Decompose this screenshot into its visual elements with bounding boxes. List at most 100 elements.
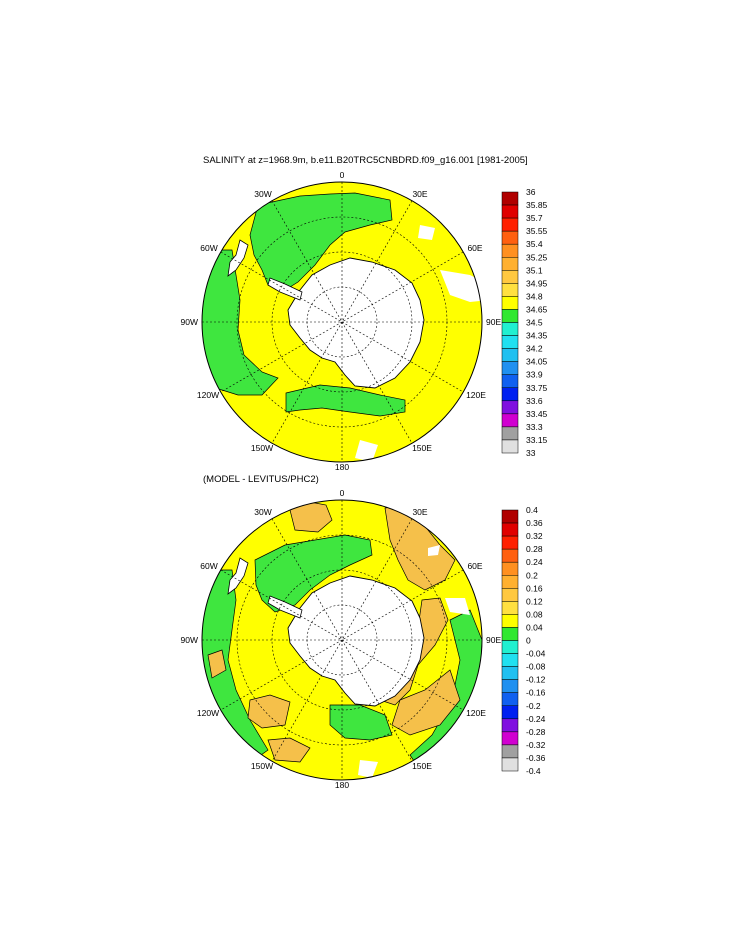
colorbar-label: 0.08 [526, 609, 543, 619]
lon-label-150e: 150E [412, 443, 432, 453]
colorbar-box [501, 744, 519, 759]
lon-label-90w: 90W [181, 635, 198, 645]
colorbar-label: 0 [526, 636, 531, 646]
colorbar-box [501, 309, 519, 323]
colorbar-label: 35.25 [526, 252, 548, 262]
colorbar-label: -0.08 [526, 662, 546, 672]
lon-label-30w: 30W [254, 507, 271, 517]
lon-label-150e: 150E [412, 761, 432, 771]
colorbar-box [501, 705, 519, 720]
colorbar-box [501, 283, 519, 297]
graticule [202, 182, 482, 462]
colorbar-label: 34.5 [526, 318, 543, 328]
graticule [202, 500, 482, 780]
lon-label-120w: 120W [197, 708, 219, 718]
colorbar-label: 33.6 [526, 396, 543, 406]
lon-label-60e: 60E [467, 243, 482, 253]
colorbar-label: 0.2 [526, 570, 538, 580]
colorbar-label: 0.16 [526, 583, 543, 593]
colorbar-box [501, 217, 519, 232]
lon-label-0: 0 [340, 170, 345, 180]
colorbar-box [501, 374, 519, 389]
colorbar-label: 0.32 [526, 531, 543, 541]
colorbar-label: 34.05 [526, 357, 548, 367]
lon-label-60w: 60W [200, 561, 217, 571]
colorbar-label: 36 [526, 187, 536, 197]
colorbar-label: -0.4 [526, 766, 541, 776]
colorbar-box [501, 204, 519, 219]
antarctica-land [287, 257, 425, 389]
colorbar-label: 33.75 [526, 383, 548, 393]
colorbar-box [501, 230, 519, 245]
colorbar-label: 0.04 [526, 622, 543, 632]
lon-label-180: 180 [335, 780, 349, 790]
colorbar-box [501, 535, 519, 550]
colorbar-label: 33.15 [526, 435, 548, 445]
colorbar-label: 35.55 [526, 226, 548, 236]
colorbar-box [501, 757, 519, 772]
lon-label-60w: 60W [200, 243, 217, 253]
colorbar-box [501, 509, 519, 524]
lon-label-150w: 150W [251, 761, 273, 771]
colorbar-label: -0.2 [526, 701, 541, 711]
colorbar-label: 0.28 [526, 544, 543, 554]
colorbar-label: -0.12 [526, 675, 546, 685]
colorbar-label: 34.65 [526, 304, 548, 314]
colorbar-label: 0.12 [526, 596, 543, 606]
colorbar-box [501, 588, 519, 602]
colorbar-box [501, 361, 519, 375]
colorbar-label: 0.4 [526, 505, 538, 515]
colorbar-box [501, 561, 519, 576]
colorbar-box [501, 718, 519, 733]
colorbar-box [501, 426, 519, 441]
colorbar-box [501, 679, 519, 693]
colorbar-box [501, 601, 519, 615]
colorbar-box [501, 191, 519, 206]
colorbar-box [501, 575, 519, 589]
colorbar-box [501, 387, 519, 402]
panel-title-salinity: SALINITY at z=1968.9m, b.e11.B20TRC5CNBD… [203, 155, 528, 166]
colorbar-box [501, 413, 519, 428]
salinity-polar-map [201, 181, 483, 463]
colorbar-label: -0.24 [526, 714, 546, 724]
south-america-land [227, 557, 249, 595]
colorbar-box [501, 548, 519, 563]
colorbar-label: 0.36 [526, 518, 543, 528]
lon-label-30e: 30E [412, 507, 427, 517]
colorbar-label: -0.16 [526, 688, 546, 698]
colorbar-box [501, 439, 519, 454]
lon-label-30e: 30E [412, 189, 427, 199]
lon-label-150w: 150W [251, 443, 273, 453]
lon-label-120w: 120W [197, 390, 219, 400]
lon-label-90w: 90W [181, 317, 198, 327]
antarctica-land [287, 575, 425, 707]
colorbar-box [501, 653, 519, 667]
colorbar-label: 35.7 [526, 213, 543, 223]
colorbar-label: 33.9 [526, 370, 543, 380]
colorbar-box [501, 692, 519, 707]
lon-label-120e: 120E [466, 390, 486, 400]
colorbar-label: 33.3 [526, 422, 543, 432]
colorbar-label: 35.1 [526, 265, 543, 275]
south-america-land [227, 239, 249, 277]
colorbar-difference: 0.4 0.36 0.32 0.28 0.24 0.2 0.16 0.12 0.08 0.04 0 -… [501, 505, 546, 776]
colorbar-box [501, 666, 519, 680]
colorbar-label: 34.35 [526, 331, 548, 341]
colorbar-box [501, 257, 519, 271]
map-border [201, 499, 483, 781]
colorbar-box [501, 627, 519, 641]
colorbar-box [501, 614, 519, 628]
colorbar-label: 34.8 [526, 291, 543, 301]
colorbar-box [501, 335, 519, 349]
lon-label-90e: 90E [486, 317, 501, 327]
colorbar-box [501, 400, 519, 415]
lon-label-60e: 60E [467, 561, 482, 571]
colorbar-box [501, 522, 519, 537]
lon-label-0: 0 [340, 488, 345, 498]
lon-label-30w: 30W [254, 189, 271, 199]
colorbar-label: 34.2 [526, 344, 543, 354]
lon-label-120e: 120E [466, 708, 486, 718]
colorbar-box [501, 731, 519, 746]
lon-label-90e: 90E [486, 635, 501, 645]
